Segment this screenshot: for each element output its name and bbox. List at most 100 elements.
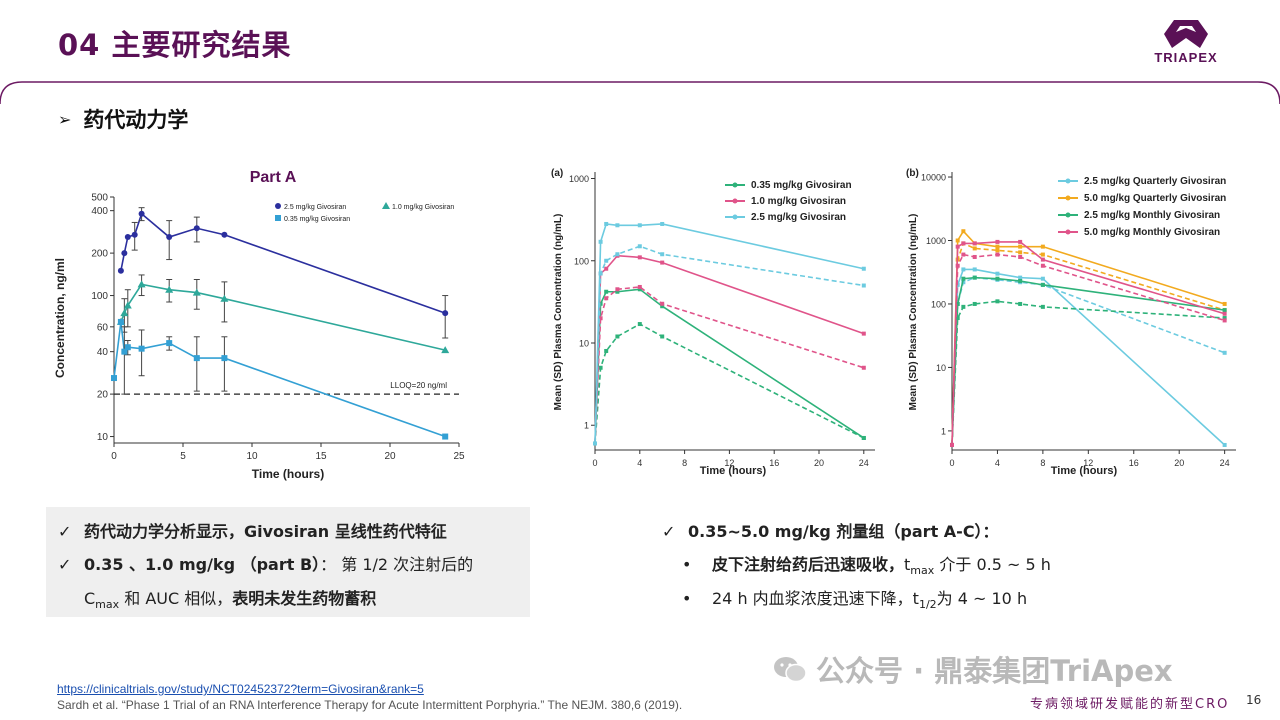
summary-left-text-1: 药代动力学分析显示，Givosiran 呈线性药代特征 (84, 522, 447, 541)
data-point (1040, 252, 1045, 257)
data-point-marker (137, 280, 146, 288)
data-point (615, 223, 620, 228)
data-point (1018, 239, 1023, 244)
legend-marker-marker (382, 202, 390, 209)
data-point (598, 365, 603, 370)
summary-right-bullet-2: • 24 h 内血浆浓度迅速下降，t1/2为 4 ~ 10 h (682, 589, 1027, 615)
data-point (604, 289, 609, 294)
data-point (1018, 301, 1023, 306)
data-point (660, 252, 665, 257)
data-point (972, 267, 977, 272)
summary-left-line-1: ✓ 药代动力学分析显示，Givosiran 呈线性药代特征 (58, 522, 447, 542)
data-point (861, 266, 866, 271)
data-point (604, 296, 609, 301)
data-point (598, 316, 603, 321)
data-point (995, 244, 1000, 249)
citation-text: Sardh et al. “Phase 1 Trial of an RNA In… (57, 698, 683, 712)
half-life-subscript: 1/2 (918, 598, 937, 612)
triapex-logo-icon (1164, 20, 1208, 48)
check-icon: ✓ (662, 522, 676, 541)
y-tick-label: 1000 (569, 174, 589, 184)
y-tick-label: 200 (91, 249, 108, 260)
chart-panel-b: (b) 2.5 mg/kg Quarterly Givosiran 5.0 mg/… (906, 168, 1236, 477)
legend-label: 0.35 mg/kg Givosiran (284, 216, 350, 223)
cmax-subscript: max (95, 598, 120, 612)
y-tick-label: 10 (97, 432, 109, 443)
legend-label: 2.5 mg/kg Monthly Givosiran (1084, 210, 1220, 221)
data-point-marker (442, 433, 449, 440)
data-point (861, 283, 866, 288)
data-point (1018, 275, 1023, 280)
data-point (1018, 279, 1023, 284)
summary-left-line-2: ✓ 0.35 、1.0 mg/kg （part B）： 第 1/2 次注射后的 (58, 555, 473, 575)
data-point (972, 246, 977, 251)
x-tick-label: 12 (724, 458, 734, 468)
x-tick-label: 15 (315, 451, 327, 462)
check-icon: ✓ (58, 522, 72, 541)
chart-c-xlabel: Time (hours) (1051, 465, 1118, 477)
data-point (637, 284, 642, 289)
data-point (955, 238, 960, 243)
data-point (615, 287, 620, 292)
data-point (1040, 304, 1045, 309)
references: https://clinicaltrials.gov/study/NCT0245… (57, 681, 682, 713)
y-tick-label: 10000 (921, 173, 946, 183)
legend-marker (732, 182, 738, 188)
data-point-marker (166, 234, 173, 241)
chart-panel-a: (a) 0.35 mg/kg Givosiran 1.0 mg/kg Givosi… (551, 168, 875, 477)
data-point (961, 304, 966, 309)
legend-label: 2.5 mg/kg Givosiran (751, 212, 846, 223)
data-point-marker (442, 310, 449, 317)
data-point-marker (221, 355, 228, 362)
bullet-icon: • (682, 589, 692, 608)
y-tick-label: 40 (97, 347, 109, 358)
section-heading: ➢ 药代动力学 (58, 104, 188, 134)
x-tick-label: 24 (859, 458, 869, 468)
x-tick-label: 16 (769, 458, 779, 468)
summary-right-bullet-1-text: 介于 0.5 ~ 5 h (934, 555, 1051, 574)
series-line-7 (951, 253, 1225, 445)
data-point-marker (193, 225, 200, 232)
data-point (972, 275, 977, 280)
data-point-marker (166, 340, 173, 347)
wechat-icon (772, 655, 808, 685)
data-point (598, 271, 603, 276)
page-number: 16 (1246, 693, 1262, 707)
chart-c-ylabel: Mean (SD) Plasma Concentration (ng/mL) (908, 214, 919, 411)
chart-a-title: Part A (250, 169, 297, 186)
legend-marker (732, 198, 738, 204)
data-point-marker (121, 250, 128, 257)
series-line-0 (594, 288, 865, 444)
legend-marker (1065, 195, 1071, 201)
clinicaltrials-link[interactable]: https://clinicaltrials.gov/study/NCT0245… (57, 682, 424, 696)
x-tick-label: 0 (111, 451, 117, 462)
series-line-5 (594, 245, 864, 444)
chart-b-panel: (a) (551, 168, 563, 179)
data-point (961, 229, 966, 234)
data-point (1222, 301, 1227, 306)
data-point (1018, 250, 1023, 255)
data-point (955, 244, 960, 249)
data-point (604, 348, 609, 353)
logo-text: TRIAPEX (1154, 50, 1218, 65)
data-point (995, 276, 1000, 281)
y-tick-label: 1 (584, 421, 589, 431)
data-point (1222, 308, 1227, 313)
legend-marker-marker (275, 215, 281, 221)
data-point-marker (138, 345, 145, 352)
data-point (1222, 350, 1227, 355)
summary-left-line-3: Cmax 和 AUC 相似，表明未发生药物蓄积 (84, 589, 376, 615)
chart-a-plot-area: 0 5 10 15 20 25 10 20 40 60 100 200 400 500 LLOQ=20 ng… (91, 193, 465, 463)
data-point (995, 271, 1000, 276)
x-tick-label: 0 (949, 458, 954, 468)
data-point (1040, 244, 1045, 249)
y-tick-label: 500 (91, 193, 108, 204)
data-point (961, 252, 966, 257)
data-point-marker (124, 234, 131, 241)
y-tick-label: 10 (936, 363, 946, 373)
legend-label: 1.0 mg/kg Givosiran (751, 196, 846, 207)
legend-label: 0.35 mg/kg Givosiran (751, 180, 852, 191)
data-point (660, 334, 665, 339)
data-point (1040, 282, 1045, 287)
summary-right-bullet-1b: 皮下注射给药后迅速吸收， (712, 555, 905, 574)
